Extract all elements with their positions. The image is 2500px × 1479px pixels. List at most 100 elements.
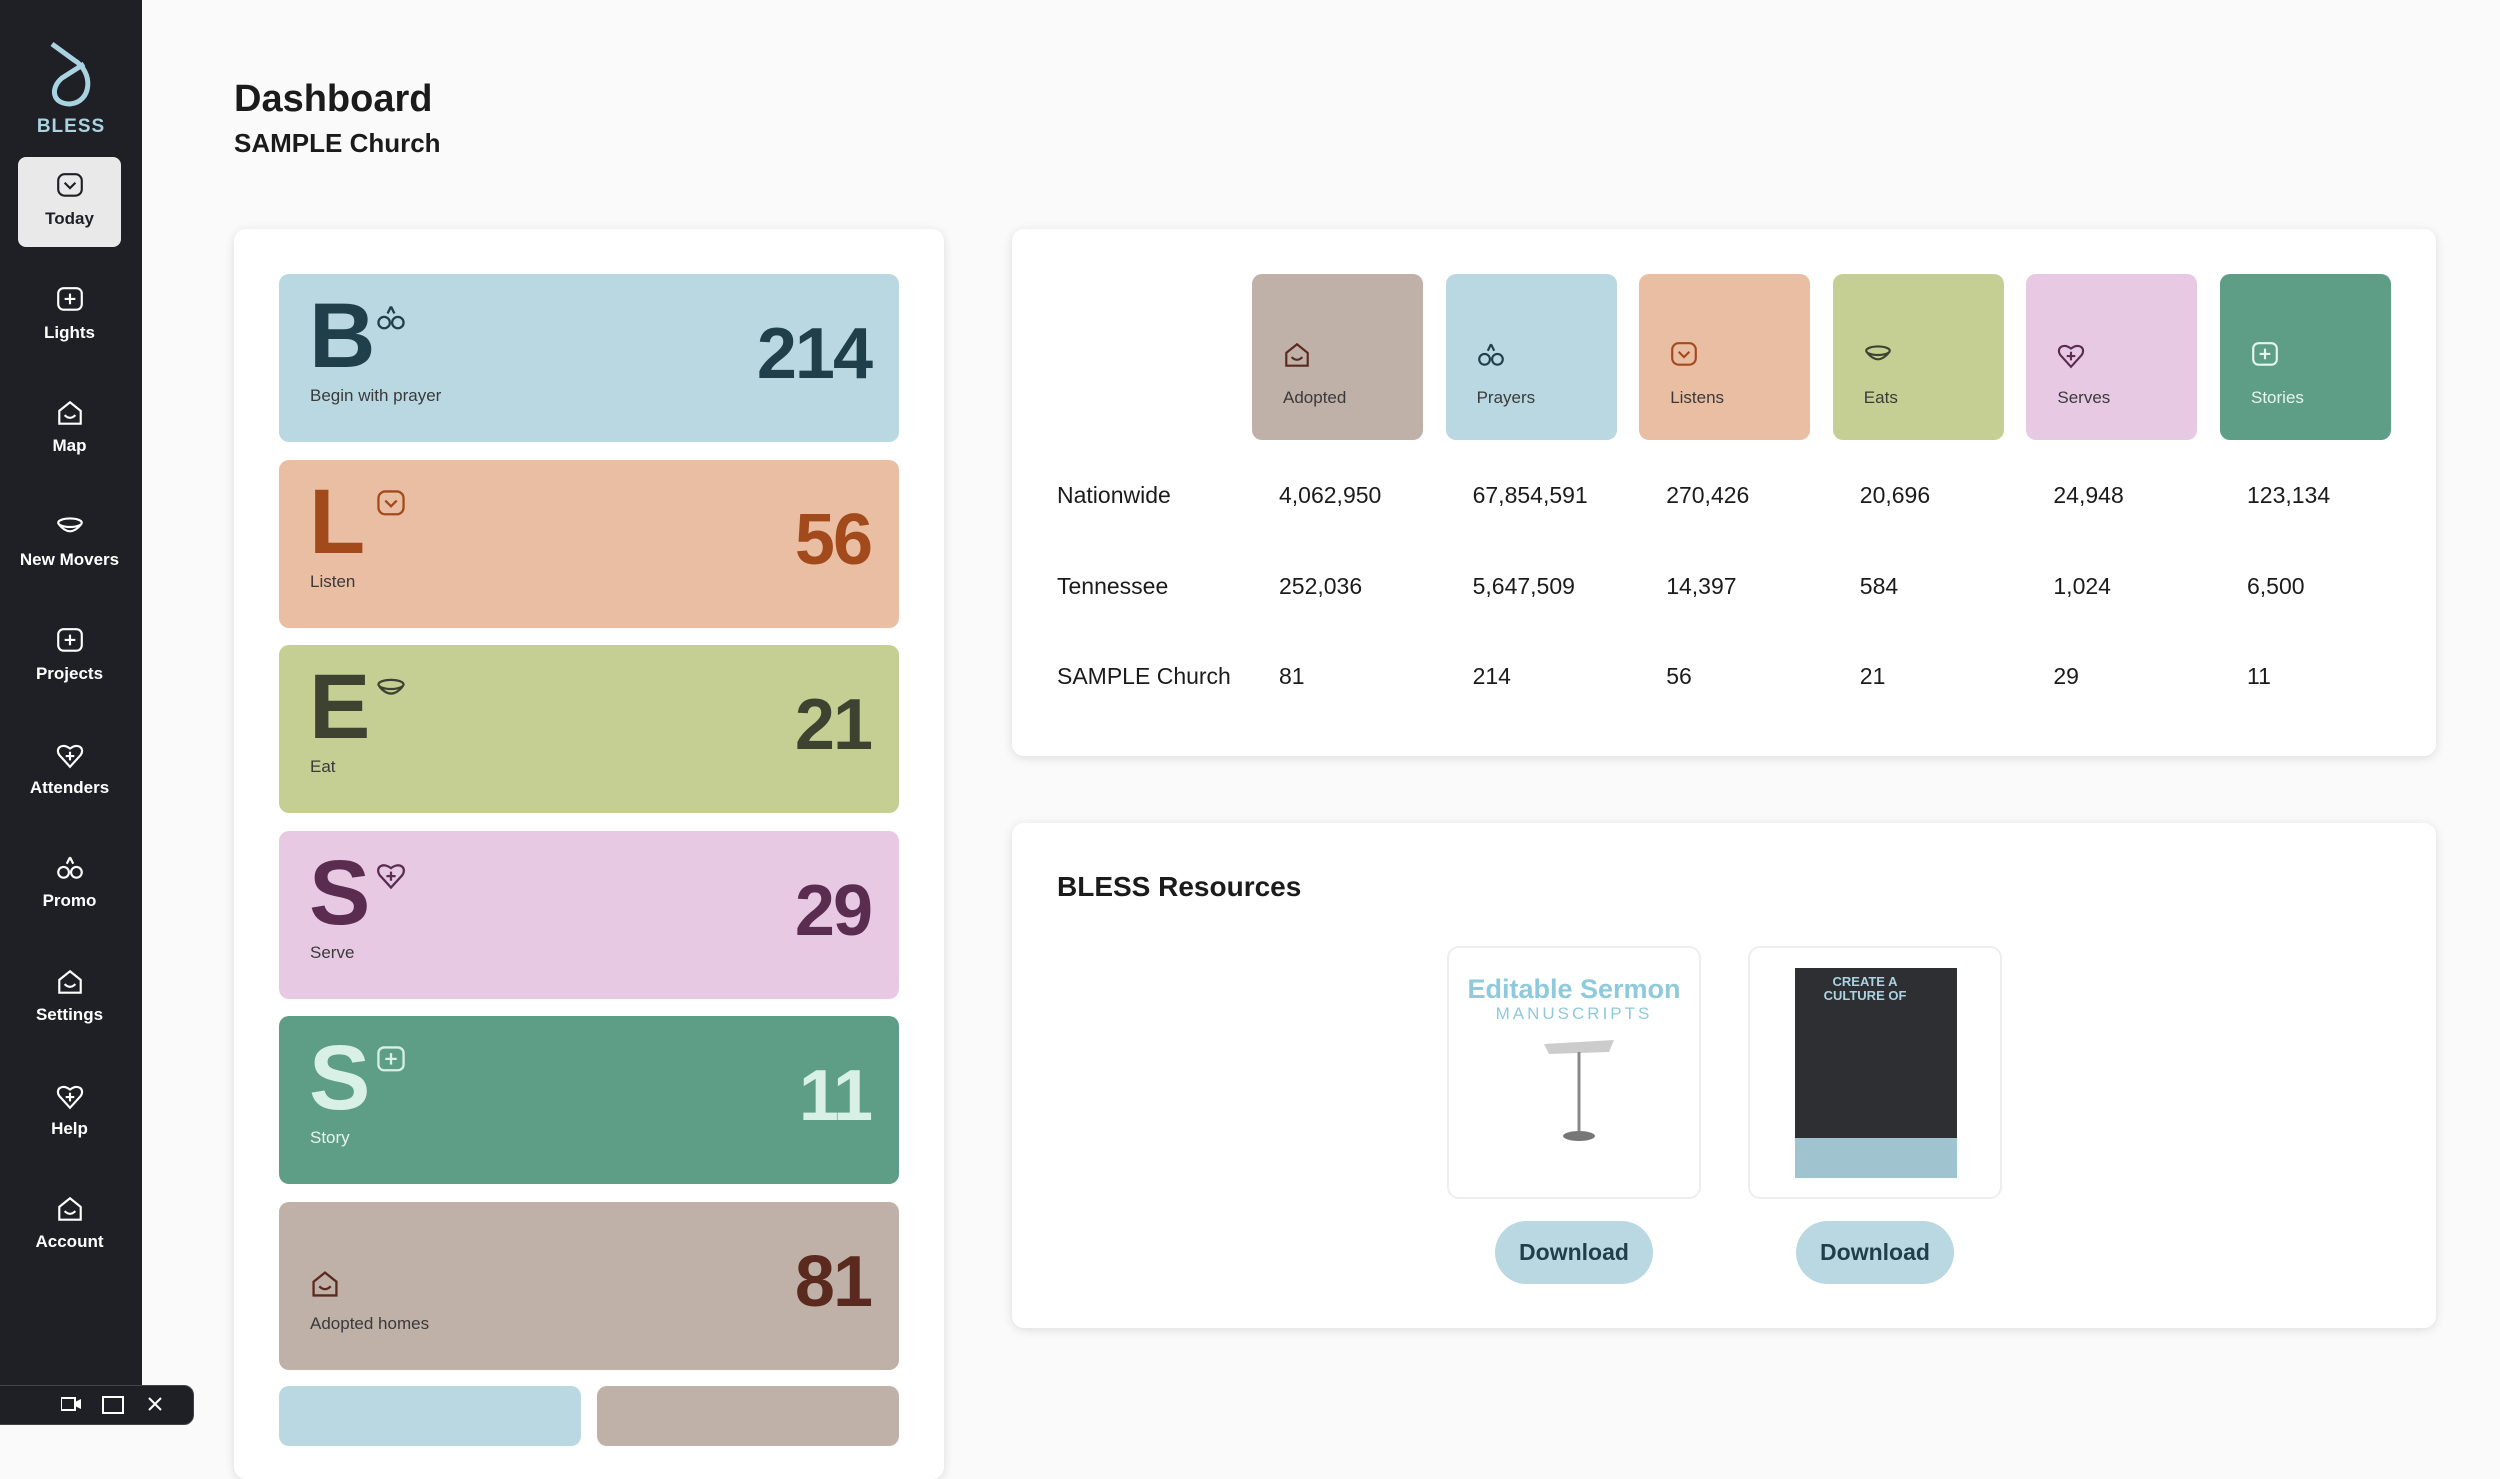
icon [56, 627, 83, 652]
metric-tile: S Serve 29 [279, 830, 899, 999]
column-label: Stories [2251, 388, 2304, 407]
column-header: Listens [1639, 274, 1811, 440]
tile-icon [375, 859, 407, 896]
summary-card: B Begin with prayer 214 L Listen 56 E Eat 21 S Ser… [234, 229, 944, 1479]
icon [312, 1270, 338, 1297]
tile-label: Serve [310, 942, 355, 962]
tile-label: Begin with prayer [310, 386, 442, 405]
tile-label: Eat [310, 757, 336, 776]
tile-letter: E [309, 656, 371, 758]
tile-value: 11 [798, 1056, 873, 1136]
column-label: Adopted [1283, 388, 1347, 407]
nav-item[interactable]: Help [18, 1067, 121, 1157]
column-header: Eats [1832, 274, 2004, 440]
partial-tile [279, 1386, 581, 1446]
resource-thumbnail[interactable]: CREATE A CULTURE OF [1748, 946, 2002, 1199]
thumb-text: CULTURE OF [1823, 988, 1907, 1003]
nav-label: Projects [35, 663, 104, 683]
stat-value: 123,134 [2247, 482, 2331, 508]
icon [377, 306, 405, 330]
nav-label: Promo [42, 891, 97, 911]
row-label: Tennessee [1057, 572, 1169, 599]
page-subtitle: SAMPLE Church [234, 128, 441, 158]
column-label: Prayers [1476, 388, 1536, 407]
tile-letter: S [309, 841, 371, 944]
icon [1864, 345, 1891, 361]
lectern [1544, 1040, 1614, 1141]
icon [57, 401, 82, 426]
icon [377, 678, 405, 695]
icon [377, 489, 405, 515]
column-label: Listens [1670, 388, 1725, 407]
resources-card: BLESS Resources Editable Sermon MANUSCRIP… [1012, 823, 2436, 1328]
column-header: Prayers [1445, 274, 1617, 440]
column-header: Serves [2026, 274, 2198, 440]
stat-value: 20,696 [1859, 482, 1931, 508]
lectern-art [1539, 1036, 1619, 1151]
icon [57, 1197, 82, 1222]
stat-value: 67,854,591 [1472, 482, 1588, 508]
stat-value: 214 [1472, 663, 1511, 689]
tile-value: 56 [794, 499, 873, 580]
stat-value: 21 [1859, 663, 1886, 689]
tile-icon [375, 1044, 407, 1081]
stat-value: 11 [2247, 663, 2271, 689]
video-toolbar[interactable] [0, 1385, 194, 1425]
nav-label: Map [52, 436, 87, 456]
nav-label: Attenders [29, 777, 110, 797]
metric-tile: S Story 11 [279, 1016, 899, 1184]
metric-tile: B Begin with prayer 214 [279, 274, 899, 442]
stat-value: 5,647,509 [1472, 572, 1575, 599]
icon [2252, 342, 2278, 366]
toolbar-icons [61, 1396, 162, 1414]
tile-letter: L [309, 470, 366, 573]
tile-letter: B [309, 285, 376, 387]
nav-item[interactable]: New Movers [18, 498, 121, 588]
icon [1285, 342, 1309, 367]
icon [56, 744, 83, 768]
logo-text: BLESS [36, 116, 106, 137]
icon [56, 286, 83, 311]
column-header: Stories [2220, 274, 2391, 440]
stat-value: 270,426 [1666, 482, 1750, 508]
tile-label: Story [310, 1128, 350, 1147]
icon [1477, 343, 1504, 366]
tile-value: 81 [794, 1241, 873, 1322]
tile-label: Listen [310, 571, 356, 591]
download-button[interactable]: Download [1796, 1221, 1954, 1284]
icon [56, 517, 83, 533]
stats-card: Adopted Prayers Listens Eats Serves Stories Na… [1012, 229, 2436, 756]
tile-letter: S [309, 1027, 371, 1129]
page-title: Dashboard [234, 78, 433, 120]
thumb-text: Editable Sermon [1467, 974, 1681, 1004]
nav-label: Help [51, 1118, 88, 1138]
tile-icon [375, 302, 407, 339]
stat-value: 4,062,950 [1279, 482, 1382, 508]
resource-thumbnail[interactable]: Editable Sermon MANUSCRIPTS [1447, 946, 1701, 1199]
stat-value: 14,397 [1666, 572, 1737, 599]
nav-item[interactable]: Account [18, 1180, 121, 1270]
stat-value: 1,024 [2053, 572, 2111, 599]
poster-footer [1795, 1138, 1957, 1178]
metric-tile: Adopted homes 81 [279, 1201, 899, 1370]
nav-item[interactable]: Lights [18, 271, 121, 361]
nav-item[interactable]: Projects [18, 612, 121, 702]
stat-value: 29 [2053, 663, 2079, 689]
icon [377, 863, 405, 889]
nav-label: Today [45, 209, 94, 228]
nav-item[interactable]: Settings [18, 953, 121, 1043]
nav-item[interactable]: Promo [18, 839, 121, 929]
nav-item[interactable]: Attenders [18, 726, 121, 816]
tile-value: 214 [756, 314, 873, 394]
nav-item[interactable]: Today [18, 157, 121, 247]
sidebar: BLESS Today Lights Map New Movers Projects At… [0, 0, 142, 1411]
tile-value: 29 [794, 870, 873, 951]
icon [56, 856, 83, 879]
download-button[interactable]: Download [1495, 1221, 1653, 1284]
nav-item[interactable]: Map [18, 384, 121, 474]
row-label: Nationwide [1057, 482, 1171, 508]
stat-value: 6,500 [2247, 572, 2305, 599]
tile-icon [375, 488, 407, 525]
thumb-text: CREATE A [1832, 974, 1898, 989]
column-header: Adopted [1252, 274, 1423, 440]
